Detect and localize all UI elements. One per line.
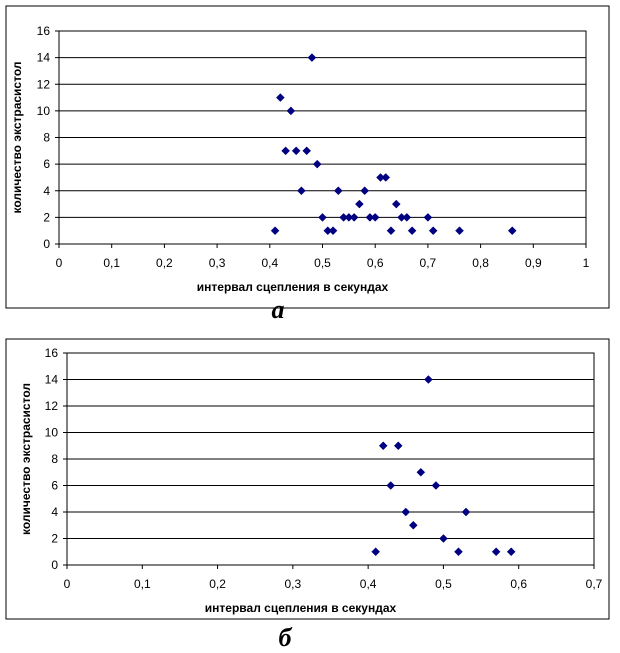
y-tick-label: 6 [43,157,50,171]
data-point [275,93,285,102]
y-tick-label: 10 [37,104,51,118]
x-tick-label: 0,7 [420,256,437,270]
data-point [312,159,322,169]
data-point [360,186,370,196]
y-tick-label: 12 [37,77,51,91]
data-point [431,481,441,490]
chart-panel-a: 0 2 4 6 8 10 12 14 16 0 0,1 0,2 0,3 0,4 0,5 0,6 0,7 0,8 0,… [5,5,610,324]
data-point [381,173,391,182]
y-tick-label: 12 [45,399,59,413]
panel-label: б [279,623,293,652]
data-point [416,467,426,477]
data-point [349,213,359,222]
x-tick-label: 0,1 [103,256,120,270]
scatter-chart-b: 0 2 4 6 8 10 12 14 16 0 0,1 0,2 0,3 0,4 0,5 0,6 0,7 интер… [5,338,610,652]
data-point [297,186,306,196]
data-point [318,213,327,222]
x-tick-label: 0,5 [435,577,452,591]
data-point [307,53,317,62]
chart-panel-b: 0 2 4 6 8 10 12 14 16 0 0,1 0,2 0,3 0,4 0,5 0,6 0,7 интер… [0,330,620,653]
data-point [386,226,396,236]
x-tick-label: 1 [583,256,590,270]
x-tick-label: 0,1 [134,577,151,591]
data-point [491,547,501,557]
y-tick-label: 16 [37,24,51,38]
x-axis-title: интервал сцепления в секундах [205,601,397,615]
x-tick-label: 0,4 [261,256,278,270]
x-tick-label: 0,3 [209,256,226,270]
y-tick-label: 6 [51,479,58,493]
x-tick-label: 0,2 [209,577,226,591]
data-point [461,507,471,517]
data-point [402,213,412,222]
data-point [286,106,296,116]
data-point [454,547,463,557]
y-tick-label: 16 [45,346,59,360]
y-tick-label: 0 [43,237,50,251]
y-tick-label: 14 [37,51,51,65]
data-point [423,213,433,222]
panel-label: а [272,295,285,324]
x-tick-label: 0,9 [525,256,542,270]
x-tick-label: 0,8 [472,256,489,270]
y-tick-label: 8 [51,452,58,466]
y-axis-title: количество экстрасистол [19,383,33,535]
data-point [408,520,418,530]
x-tick-label: 0,3 [285,577,302,591]
data-point [386,481,396,490]
data-point [378,441,388,451]
data-point [391,199,401,209]
x-tick-label: 0,4 [360,577,377,591]
data-point [270,226,280,236]
x-tick-label: 0,6 [367,256,384,270]
data-point [401,507,411,517]
data-point [281,146,290,156]
data-point [407,226,417,236]
data-point [506,547,516,557]
x-tick-label: 0,5 [314,256,331,270]
y-tick-label: 2 [43,210,50,224]
data-point [507,226,517,236]
y-tick-label: 0 [51,558,58,572]
data-point [439,534,448,543]
data-point [455,226,464,236]
x-tick-label: 0,7 [586,577,603,591]
scatter-chart-a: 0 2 4 6 8 10 12 14 16 0 0,1 0,2 0,3 0,4 0,5 0,6 0,7 0,8 0,… [5,5,610,324]
data-point [291,146,301,156]
y-tick-label: 4 [43,184,50,198]
y-axis-title: количество экстрасистол [10,62,24,214]
data-point [355,199,364,209]
data-point [371,547,381,557]
data-point [328,226,338,236]
x-axis-title: интервал сцепления в секундах [197,280,389,294]
y-tick-label: 14 [45,373,59,387]
data-point [393,441,403,451]
data-point [302,146,312,156]
data-point [333,186,343,196]
data-point [424,375,433,384]
x-tick-label: 0 [56,256,63,270]
y-tick-label: 2 [51,532,58,546]
y-tick-label: 10 [45,426,59,440]
y-tick-label: 8 [43,131,50,145]
data-point [370,213,380,222]
x-tick-label: 0,2 [156,256,173,270]
y-tick-label: 4 [51,505,58,519]
data-point [428,226,438,236]
x-tick-label: 0,6 [510,577,527,591]
x-tick-label: 0 [64,577,71,591]
